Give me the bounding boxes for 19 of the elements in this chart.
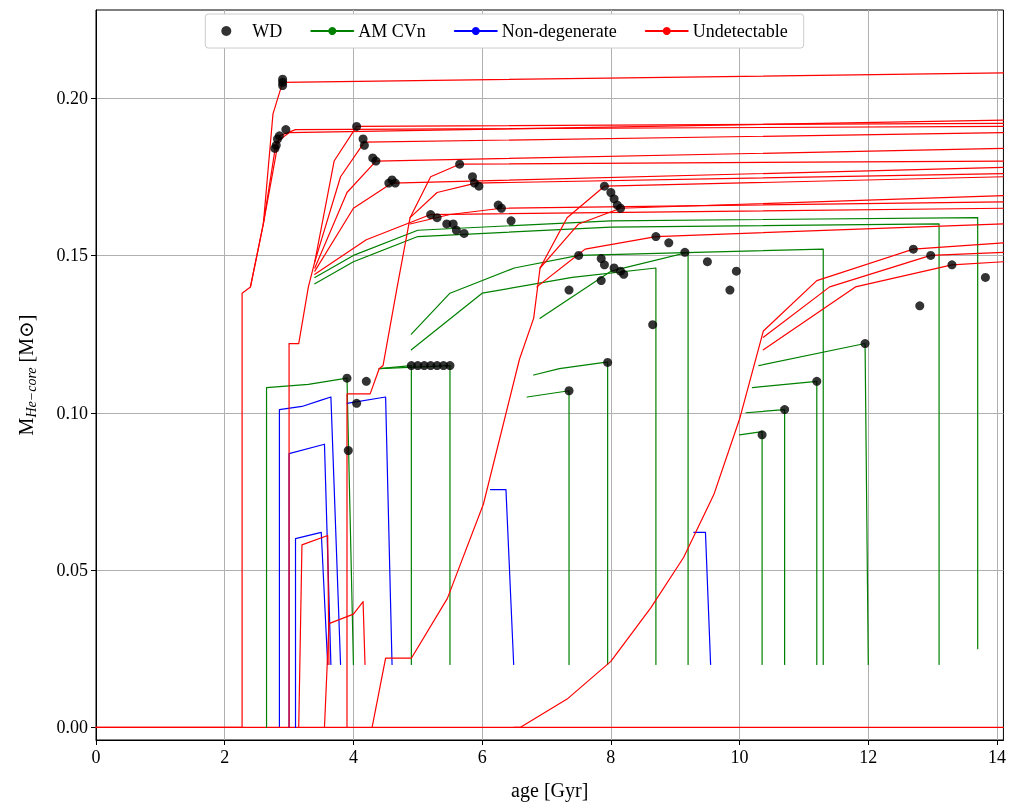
legend-label: AM CVn [358,21,426,41]
y-tick-label: 0.05 [56,560,88,581]
x-tick-label: 14 [988,747,1006,767]
y-tick-label: 0.00 [56,717,88,738]
legend-label: WD [252,21,283,41]
y-tick-label: 0.10 [56,402,88,423]
x-tick-label: 2 [220,747,230,767]
x-tick-label: 10 [730,747,749,767]
legend-label: Non-degenerate [501,21,617,41]
x-tick-label: 0 [91,747,101,767]
legend-label: Undetectable [692,21,788,41]
x-tick-label: 12 [859,747,878,767]
y-axis-title: MHe−core [M⊙] [15,314,39,436]
y-tick-label: 0.15 [56,245,88,266]
y-tick-label: 0.20 [56,88,88,109]
x-axis-title: age [Gyr] [511,779,589,802]
x-tick-label: 4 [348,747,358,767]
x-tick-label: 6 [477,747,487,767]
x-tick-label: 8 [606,747,616,767]
